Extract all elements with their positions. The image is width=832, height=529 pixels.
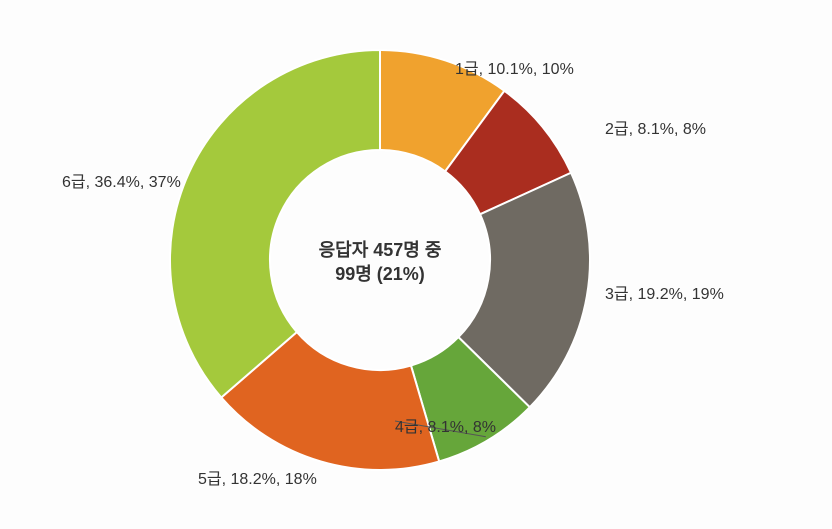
label-s3: 3급, 19.2%, 19% [605, 280, 724, 304]
label-s4: 4급, 8.1%, 8% [395, 413, 496, 437]
donut-chart: 응답자 457명 중 99명 (21%) 1급, 10.1%, 10% 2급, 8… [0, 0, 832, 529]
label-s6: 6급, 36.4%, 37% [62, 168, 181, 192]
center-title-line2: 99명 (21%) [275, 262, 485, 286]
center-title-line1: 응답자 457명 중 [275, 238, 485, 262]
label-s1: 1급, 10.1%, 10% [455, 55, 574, 79]
label-s5: 5급, 18.2%, 18% [198, 465, 317, 489]
chart-center-title: 응답자 457명 중 99명 (21%) [275, 238, 485, 286]
slice-s6 [170, 50, 380, 398]
label-s2: 2급, 8.1%, 8% [605, 115, 706, 139]
